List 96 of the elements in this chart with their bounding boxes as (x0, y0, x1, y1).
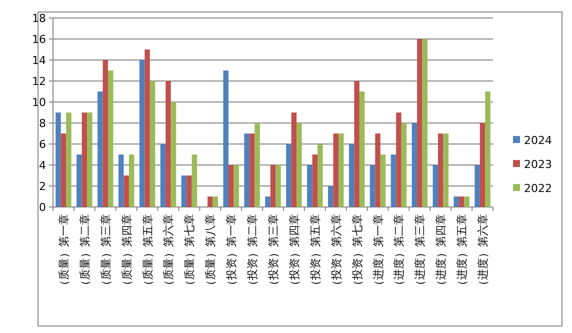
bar (380, 154, 386, 207)
x-tick-label: （进度）第三章 (414, 214, 427, 291)
bar (333, 134, 338, 207)
bar (66, 112, 72, 207)
y-tick-label: 10 (32, 96, 46, 109)
x-tick-label: （质量）第七章 (183, 214, 196, 291)
bar (296, 123, 302, 207)
bar (375, 134, 380, 207)
bar (438, 134, 444, 207)
bar (181, 176, 187, 207)
legend-label: 2024 (524, 134, 552, 147)
y-tick-label: 4 (39, 159, 46, 172)
bar (328, 186, 334, 207)
bar (312, 154, 318, 207)
bar (124, 176, 129, 207)
bar (234, 165, 239, 207)
bar (98, 92, 103, 207)
legend-label: 2022 (524, 182, 552, 195)
bar (228, 165, 234, 207)
bar (82, 112, 88, 207)
bar (485, 92, 490, 207)
bar (244, 134, 250, 207)
bar (359, 92, 365, 207)
bar (160, 144, 166, 207)
x-tick-label: （投资）第六章 (330, 214, 343, 291)
x-tick-label: （进度）第一章 (372, 214, 385, 291)
y-tick-label: 18 (32, 12, 46, 25)
x-tick-label: （质量）第六章 (162, 214, 176, 291)
bar (318, 144, 323, 207)
y-tick-label: 6 (39, 138, 46, 151)
bar (128, 154, 134, 207)
bar (118, 154, 124, 207)
x-tick-label: （投资）第四章 (288, 214, 301, 291)
bar (276, 165, 281, 207)
bar (265, 196, 270, 207)
x-tick-label: （投资）第一章 (225, 214, 238, 291)
bar (87, 112, 92, 207)
x-tick-label: （质量）第三章 (99, 214, 112, 291)
bar (443, 134, 448, 207)
bar (56, 112, 61, 207)
bar (338, 134, 344, 207)
bar (76, 154, 82, 207)
bar (474, 165, 480, 207)
bar (370, 165, 376, 207)
bar (354, 81, 360, 207)
bar (270, 165, 276, 207)
y-tick-label: 0 (39, 201, 46, 214)
x-tick-label: （质量）第五章 (141, 214, 154, 291)
bar (464, 196, 470, 207)
y-tick-label: 14 (32, 54, 46, 67)
bar (480, 123, 486, 207)
y-tick-label: 2 (39, 180, 46, 193)
bar (139, 60, 145, 207)
y-tick-label: 12 (32, 75, 46, 88)
bar (458, 196, 464, 207)
bar (412, 123, 418, 207)
bar (60, 134, 66, 207)
bar (208, 196, 213, 207)
legend-label: 2023 (524, 158, 552, 171)
x-tick-label: （投资）第五章 (308, 214, 322, 291)
y-tick-label: 8 (39, 117, 46, 130)
x-tick-label: （质量）第四章 (120, 214, 134, 291)
x-tick-label: （质量）第一章 (57, 214, 70, 291)
bar (348, 144, 354, 207)
x-tick-label: （投资）第三章 (267, 214, 280, 291)
bar (249, 134, 255, 207)
bar (432, 165, 438, 207)
bar (307, 165, 312, 207)
bar (150, 81, 156, 207)
bar (170, 102, 176, 207)
bar (396, 112, 402, 207)
bar (102, 60, 108, 207)
x-tick-label: （质量）第二章 (78, 214, 92, 291)
bar (401, 123, 407, 207)
x-tick-label: （进度）第二章 (392, 214, 406, 291)
bar (212, 196, 218, 207)
bar (417, 39, 422, 207)
x-tick-label: （投资）第二章 (246, 214, 260, 291)
bar (108, 70, 114, 207)
bar (186, 176, 192, 207)
bar (166, 81, 171, 207)
bar (454, 196, 459, 207)
x-tick-label: （进度）第六章 (476, 214, 490, 291)
x-tick-label: （质量）第八章 (204, 214, 218, 291)
x-tick-label: （进度）第五章 (456, 214, 469, 291)
y-tick-label: 16 (32, 33, 46, 46)
bar (291, 112, 297, 207)
bar (254, 123, 260, 207)
x-tick-label: （投资）第七章 (350, 214, 364, 291)
bar (144, 50, 150, 207)
bar (286, 144, 292, 207)
bar (422, 39, 428, 207)
bar (390, 154, 396, 207)
x-tick-label: （进度）第四章 (434, 214, 448, 291)
bar (192, 154, 198, 207)
bar (223, 70, 228, 207)
